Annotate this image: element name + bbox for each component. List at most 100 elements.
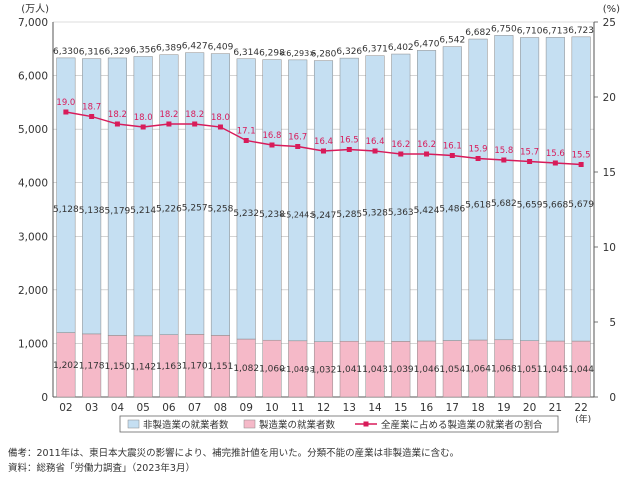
x-tick-label: 10 [265,402,278,414]
total-label: 6,389 [156,44,182,54]
x-tick-label: 20 [523,402,536,414]
non-manufacturing-label: 5,285 [336,210,362,220]
total-label: 6,750 [491,24,517,34]
ratio-point [449,153,455,158]
non-manufacturing-label: 5,179 [105,207,131,217]
ratio-label: 16.5 [340,136,359,146]
y-left-tick-label: 6,000 [18,71,48,83]
non-manufacturing-label: 5,232 [233,209,259,219]
non-manufacturing-label: 5,258 [208,205,234,215]
total-label: 6,356 [130,46,156,56]
total-label: 6,280 [311,50,337,60]
x-tick-label: 07 [188,402,201,414]
non-manufacturing-label: 5,424 [414,206,440,216]
ratio-label: 16.2 [417,140,436,150]
legend-label-ratio: 全産業に占める製造業の就業者の割合 [381,419,543,431]
non-manufacturing-label: 5,247 [311,211,337,221]
manufacturing-label: 1,051 [517,365,543,375]
ratio-point [295,144,301,149]
bar-non-manufacturing [494,35,514,341]
ratio-point [114,121,120,127]
x-tick-label: 19 [497,402,510,414]
y-left-tick-label: 7,000 [18,17,48,29]
ratio-point [527,159,533,164]
manufacturing-label: 1,043 [362,365,388,375]
ratio-point [166,121,172,127]
ratio-label: 15.7 [520,148,539,158]
ratio-label: 16.2 [391,140,410,150]
bar-non-manufacturing [468,38,488,341]
x-tick-label: 16 [420,402,434,414]
non-manufacturing-label: 5,328 [362,209,388,219]
ratio-point [398,151,404,157]
bar-non-manufacturing [417,50,437,342]
y-right-tick-label: 0 [609,392,616,404]
bar-non-manufacturing [288,59,308,342]
x-tick-label: 09 [240,402,253,414]
y-left-tick-label: 5,000 [18,124,48,136]
bar-non-manufacturing [442,46,462,341]
manufacturing-label: 1,046 [414,365,440,375]
non-manufacturing-label: 5,363 [388,208,414,218]
y-left-unit: (万人) [21,3,49,15]
bar-non-manufacturing [313,60,334,342]
total-label: 6,409 [208,43,234,53]
manufacturing-label: 1,142 [130,362,156,372]
x-tick-label: 13 [343,402,356,414]
ratio-point [321,148,326,154]
ratio-label: 18.2 [185,110,204,120]
ratio-label: 18.2 [159,110,178,120]
ratio-point [372,148,378,154]
manufacturing-label: 1,202 [53,361,79,371]
chart-note: 備考：2011年は、東日本大震災の影響により、補完推計値を用いた。分類不能の産業… [8,448,460,459]
ratio-label: 16.4 [366,137,385,147]
ratio-label: 18.2 [108,110,127,120]
y-left-tick-label: 3,000 [18,231,48,243]
total-label: 6,723 [568,26,594,36]
x-tick-label: 04 [111,402,125,414]
bar-non-manufacturing [236,58,256,340]
y-right-tick-label: 20 [603,92,616,104]
manufacturing-label: 1,170 [182,362,208,372]
legend-swatch-ratio-marker [363,421,369,427]
non-manufacturing-label: <5,244> [280,210,316,219]
manufacturing-label: 1,082 [233,364,259,374]
y-left-tick-label: 2,000 [18,285,48,297]
total-label: 6,682 [465,28,491,38]
ratio-point [243,138,249,143]
manufacturing-label: 1,068 [491,364,517,374]
ratio-point [424,151,430,157]
total-label: 6,470 [414,39,440,49]
total-label: 6,314 [233,48,259,58]
ratio-point [346,147,352,152]
bar-non-manufacturing [82,58,102,335]
ratio-label: 15.8 [494,146,513,156]
ratio-label: 15.6 [546,149,565,159]
y-right-tick-label: 10 [603,242,616,254]
y-right-tick-label: 15 [603,167,616,179]
x-tick-label: 17 [446,402,459,414]
x-tick-label: 08 [214,402,227,414]
bar-non-manufacturing [339,57,359,342]
bar-non-manufacturing [262,59,282,341]
manufacturing-label: 1,178 [79,361,105,371]
ratio-label: 16.4 [314,137,333,147]
manufacturing-label: <1,049> [280,365,316,374]
total-label: 6,330 [53,47,79,57]
x-tick-label: 03 [85,402,98,414]
ratio-point [63,109,69,115]
bar-non-manufacturing [107,57,127,336]
non-manufacturing-label: 5,618 [465,201,491,211]
ratio-label: 16.7 [288,133,307,143]
y-right-unit: (%) [603,4,620,15]
bar-non-manufacturing [159,54,179,335]
ratio-point [192,121,198,127]
manufacturing-label: 1,064 [465,365,491,375]
non-manufacturing-label: 5,682 [491,199,517,209]
manufacturing-label: 1,039 [388,365,414,375]
bar-non-manufacturing [545,37,565,342]
legend-swatch-manufacturing [243,419,256,429]
ratio-point [501,157,507,163]
non-manufacturing-label: 5,257 [182,204,208,214]
